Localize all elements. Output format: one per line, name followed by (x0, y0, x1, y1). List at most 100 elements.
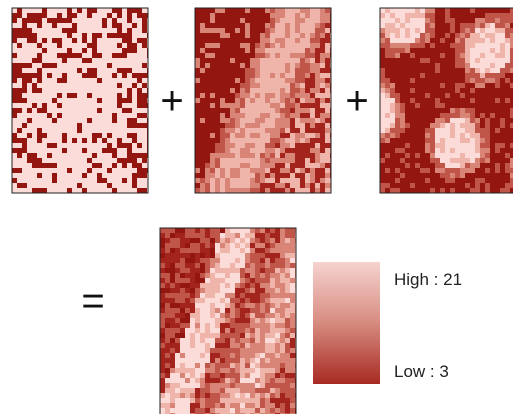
raster-cell (62, 43, 67, 48)
raster-cell (255, 228, 260, 233)
raster-cell (315, 28, 320, 33)
raster-cell (117, 88, 122, 93)
raster-cell (390, 18, 395, 23)
raster-cell (255, 168, 260, 173)
raster-cell (175, 333, 180, 338)
raster-cell (400, 98, 405, 103)
raster-cell (170, 263, 175, 268)
raster-cell (290, 18, 295, 23)
raster-cell (22, 118, 27, 123)
raster-cell (52, 98, 57, 103)
raster-cell (245, 88, 250, 93)
raster-cell (475, 18, 480, 23)
raster-cell (450, 83, 455, 88)
raster-cell (230, 263, 235, 268)
raster-cell (77, 163, 82, 168)
raster-cell (102, 143, 107, 148)
raster-cell (112, 48, 117, 53)
raster-cell (325, 153, 330, 158)
raster-cell (405, 148, 410, 153)
raster-cell (195, 118, 200, 123)
raster-cell (275, 408, 280, 413)
raster-cell (57, 83, 62, 88)
raster-cell (400, 18, 405, 23)
raster-cell (195, 333, 200, 338)
raster-cell (220, 168, 225, 173)
raster-cell (260, 153, 265, 158)
raster-cell (117, 13, 122, 18)
raster-cell (47, 188, 52, 193)
raster-cell (52, 38, 57, 43)
raster-cell (380, 168, 385, 173)
raster-cell (300, 68, 305, 73)
raster-cell (280, 253, 285, 258)
raster-cell (117, 108, 122, 113)
raster-cell (137, 183, 142, 188)
raster-cell (230, 103, 235, 108)
raster-cell (305, 178, 310, 183)
raster-cell (240, 288, 245, 293)
raster-cell (205, 183, 210, 188)
raster-cell (275, 248, 280, 253)
raster-cell (240, 178, 245, 183)
raster-cell (87, 153, 92, 158)
raster-cell (205, 38, 210, 43)
raster-cell (255, 398, 260, 403)
raster-cell (470, 178, 475, 183)
raster-cell (425, 43, 430, 48)
raster-cell (175, 303, 180, 308)
raster-cell (32, 98, 37, 103)
raster-cell (450, 28, 455, 33)
raster-cell (270, 368, 275, 373)
raster-cell (82, 38, 87, 43)
raster-cell (255, 8, 260, 13)
raster-cell (52, 83, 57, 88)
raster-cell (240, 83, 245, 88)
raster-cell (225, 78, 230, 83)
raster-cell (175, 343, 180, 348)
raster-cell (225, 373, 230, 378)
raster-cell (220, 313, 225, 318)
raster-cell (235, 38, 240, 43)
raster-cell (380, 133, 385, 138)
raster-cell (195, 113, 200, 118)
raster-cell (87, 88, 92, 93)
raster-cell (475, 58, 480, 63)
raster-cell (87, 48, 92, 53)
raster-cell (315, 138, 320, 143)
raster-cell (480, 143, 485, 148)
raster-cell (270, 18, 275, 23)
raster-cell (12, 123, 17, 128)
raster-cell (435, 143, 440, 148)
raster-cell (295, 113, 300, 118)
raster-cell (450, 133, 455, 138)
raster-cell (415, 153, 420, 158)
raster-cell (500, 88, 505, 93)
raster-cell (255, 58, 260, 63)
raster-cell (205, 348, 210, 353)
raster-cell (57, 88, 62, 93)
raster-cell (42, 178, 47, 183)
raster-cell (510, 138, 513, 143)
raster-cell (225, 108, 230, 113)
raster-cell (205, 188, 210, 193)
raster-cell (215, 188, 220, 193)
raster-cell (325, 58, 330, 63)
raster-cell (285, 158, 290, 163)
raster-cell (290, 333, 295, 338)
raster-cell (210, 308, 215, 313)
raster-cell (480, 33, 485, 38)
raster-cell (425, 48, 430, 53)
raster-cell (470, 28, 475, 33)
raster-cell (180, 313, 185, 318)
raster-cell (460, 88, 465, 93)
raster-cell (505, 133, 510, 138)
raster-cell (215, 63, 220, 68)
raster-cell (495, 153, 500, 158)
raster-cell (132, 148, 137, 153)
raster-cell (107, 43, 112, 48)
raster-cell (390, 173, 395, 178)
raster-cell (385, 83, 390, 88)
raster-cell (27, 143, 32, 148)
raster-cell (62, 188, 67, 193)
